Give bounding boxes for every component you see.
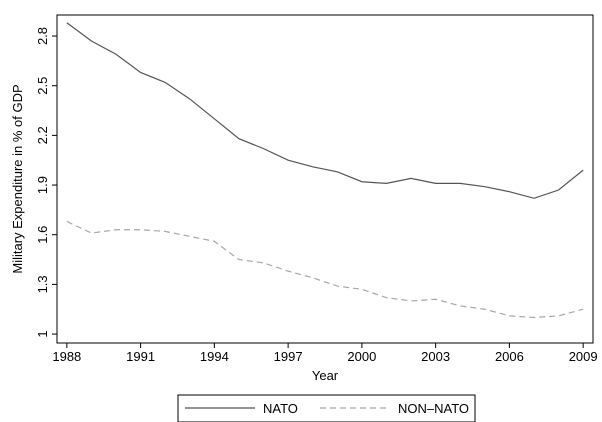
x-tick-label: 1991 [126,349,155,364]
x-tick-label: 1988 [52,349,81,364]
legend-label: NON–NATO [398,401,469,416]
y-tick-label: 1.3 [35,275,50,293]
x-tick-label: 2000 [347,349,376,364]
data-line [66,22,584,199]
y-axis-label: Military Expenditure in % of GDP [10,84,25,273]
legend-label: NATO [263,401,298,416]
y-tick-label: 2.5 [35,77,50,95]
plot-frame [56,14,594,344]
legend-box [177,394,476,422]
y-tick-label: 1.6 [35,226,50,244]
x-tick-label: 2003 [421,349,450,364]
x-axis-label: Year [312,368,339,383]
y-tick-label: 2.2 [35,126,50,144]
x-tick-label: 1997 [274,349,303,364]
x-tick-label: 1994 [200,349,229,364]
x-tick-label: 2006 [495,349,524,364]
x-tick-label: 2009 [569,349,598,364]
y-tick-label: 1 [35,330,50,337]
data-line [66,220,584,319]
y-tick-label: 1.9 [35,176,50,194]
y-tick-label: 2.8 [35,27,50,45]
